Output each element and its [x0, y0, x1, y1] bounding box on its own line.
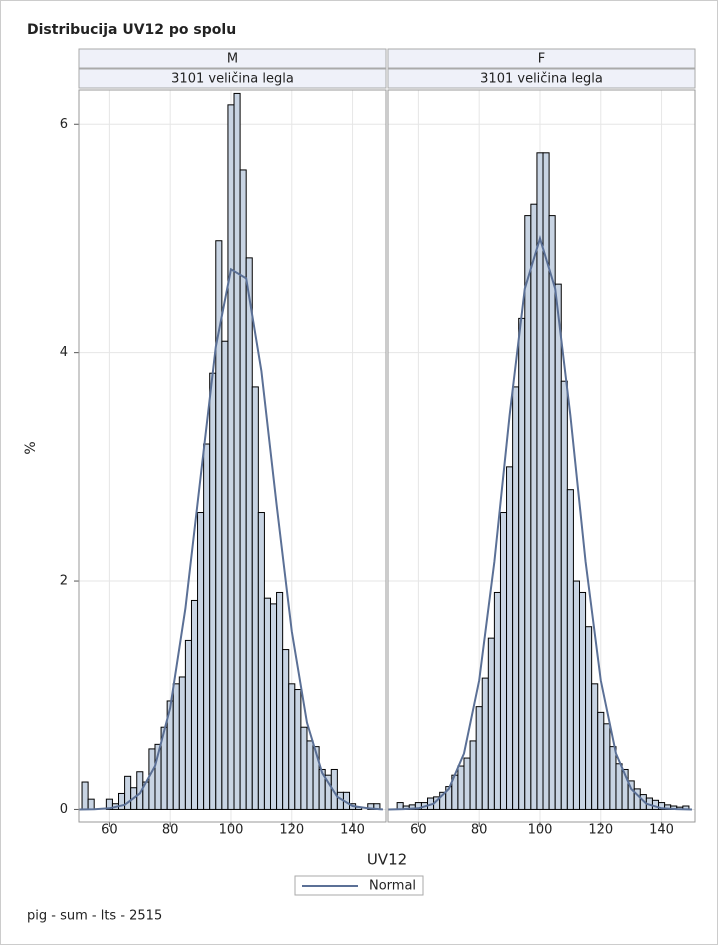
bar [87, 798, 95, 810]
bar [469, 740, 477, 810]
x-tick-label: 120 [279, 823, 304, 838]
plot-border [78, 89, 387, 823]
bar [203, 443, 211, 810]
bar [148, 748, 156, 810]
bar [585, 626, 593, 810]
panel-header [78, 48, 387, 69]
bar [560, 380, 568, 810]
x-tick-label: 80 [471, 823, 488, 838]
x-tick-label: 100 [528, 823, 553, 838]
bar [288, 683, 296, 810]
x-tick-label: 120 [588, 823, 613, 838]
bar [209, 372, 217, 810]
bar [263, 597, 271, 810]
panel-header-label: F [538, 52, 545, 67]
bar [463, 757, 471, 810]
panel-subheader [78, 68, 387, 89]
bar [330, 768, 338, 810]
panel-subheader-label: 3101 veličina legla [171, 72, 294, 87]
panel-subheader-label: 3101 veličina legla [480, 72, 603, 87]
bar [251, 386, 259, 810]
bar [518, 317, 526, 810]
legend-label: Normal [369, 879, 416, 894]
bar [197, 512, 205, 810]
y-tick-label: 2 [60, 574, 68, 589]
bar [294, 689, 302, 810]
bar [221, 340, 229, 810]
bar [300, 726, 308, 810]
bar [548, 215, 556, 810]
bar [566, 489, 574, 810]
bar [178, 676, 186, 810]
chart-title: Distribucija UV12 po spolu [27, 22, 236, 38]
bar [493, 591, 501, 810]
bar [239, 169, 247, 810]
bar [172, 683, 180, 810]
bar [481, 677, 489, 810]
normal-curve [79, 267, 384, 811]
x-tick-label: 140 [340, 823, 365, 838]
bar [591, 683, 599, 810]
y-tick-label: 0 [60, 802, 68, 817]
bar [227, 104, 235, 810]
panel-header-label: M [227, 52, 238, 67]
bar [233, 92, 241, 810]
y-axis-label: % [23, 441, 39, 454]
plot-border [387, 89, 696, 823]
bar [475, 706, 483, 810]
bar [190, 599, 199, 810]
y-tick-label: 6 [60, 117, 68, 132]
bar [276, 591, 284, 810]
footnote: pig - sum - lts - 2515 [27, 909, 162, 924]
bar [530, 203, 538, 810]
bar [257, 512, 265, 810]
x-tick-label: 60 [410, 823, 427, 838]
bar [499, 512, 508, 810]
bar [609, 746, 617, 810]
bar [578, 591, 587, 810]
bar [215, 240, 223, 810]
bar [269, 603, 278, 810]
bar [536, 152, 544, 810]
panel-subheader [387, 68, 696, 89]
x-tick-label: 60 [101, 823, 118, 838]
x-tick-label: 80 [162, 823, 179, 838]
bar [184, 639, 192, 810]
bar [554, 283, 562, 810]
bar [306, 740, 314, 810]
bar [487, 637, 495, 810]
bar [615, 763, 623, 810]
bar [457, 765, 465, 810]
x-tick-label: 100 [219, 823, 244, 838]
bar [506, 466, 514, 810]
bar [524, 215, 532, 810]
bar [245, 257, 253, 810]
legend-box [294, 875, 424, 896]
bar [81, 781, 89, 810]
panel-header [387, 48, 696, 69]
y-tick-label: 4 [60, 345, 68, 360]
bar [603, 723, 611, 810]
bar [597, 711, 605, 810]
x-tick-label: 140 [649, 823, 674, 838]
bar [572, 580, 580, 810]
bar [512, 386, 520, 810]
bar [282, 649, 290, 810]
normal-curve [388, 235, 692, 811]
x-axis-label: UV12 [367, 851, 407, 869]
